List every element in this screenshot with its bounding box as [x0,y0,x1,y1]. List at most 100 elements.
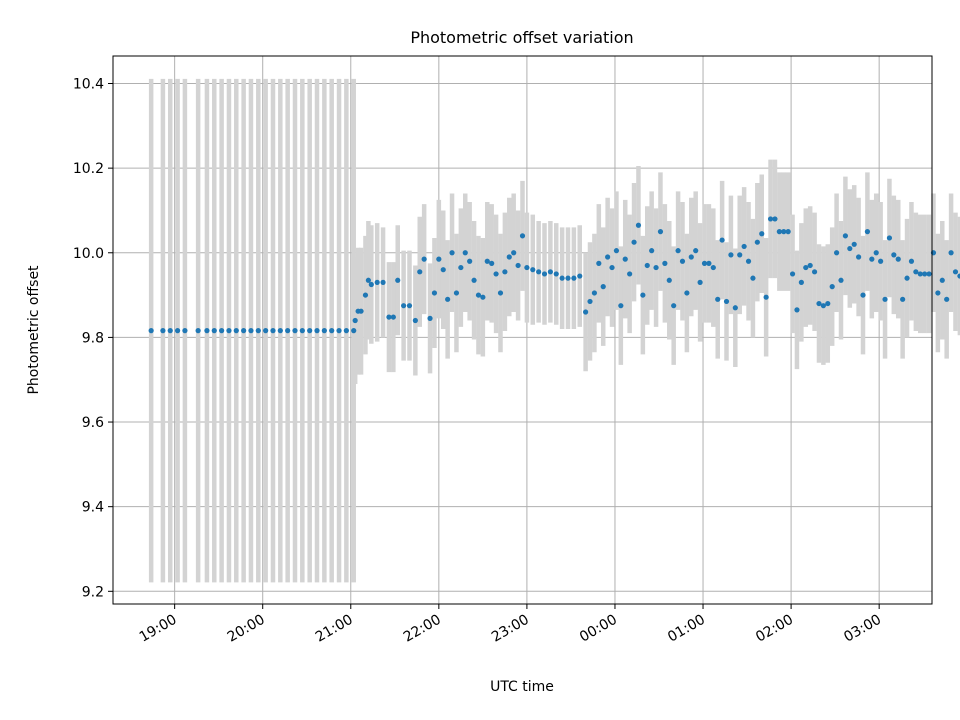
y-tick-label: 10.0 [73,246,104,262]
y-tick-label: 10.4 [73,77,104,93]
data-point [571,275,577,281]
data-point [640,292,646,298]
data-point [684,290,690,296]
data-point [285,328,291,334]
data-point [904,275,910,281]
data-point [952,269,959,275]
data-point [688,254,694,260]
data-point [204,328,210,334]
data-point [436,256,442,262]
data-point [878,258,884,264]
data-point [675,248,681,254]
data-point [343,328,349,334]
data-point [475,292,482,298]
data-point [427,315,433,321]
data-point [412,317,418,324]
data-point [627,271,633,277]
data-point [935,290,941,296]
data-point [833,250,840,256]
data-point [649,248,655,254]
data-point [807,262,813,269]
data-point [453,290,460,296]
data-point [480,294,486,300]
data-point [565,275,571,281]
data-point [715,296,721,302]
data-point [489,260,495,266]
data-point [803,264,809,271]
data-point [820,303,826,309]
data-point [524,264,530,271]
chart-title: Photometric offset variation [410,28,633,47]
data-point [767,216,774,222]
data-point [484,258,490,264]
data-point [917,271,923,277]
data-point [706,260,712,266]
data-point [842,233,849,239]
data-point [609,264,615,271]
data-point [732,305,738,311]
data-point [591,290,598,296]
data-point [728,252,734,258]
data-point [596,260,602,266]
data-point [860,292,866,298]
data-point [763,294,769,300]
data-point [270,328,276,334]
data-point [644,262,650,269]
data-point [390,314,396,320]
data-point [471,277,477,283]
y-axis: 9.2 9.4 9.6 9.8 10.0 10.2 10.4 [73,77,113,600]
data-point [922,271,928,277]
data-point [847,245,853,252]
data-point [794,307,800,313]
data-point [657,229,664,235]
data-point [600,284,606,290]
data-point [781,229,787,235]
data-point [160,328,166,334]
data-point [759,231,765,237]
data-point [449,250,455,256]
y-tick-label: 9.2 [82,584,104,600]
data-point [541,271,548,277]
data-point [825,300,831,307]
data-point [635,222,642,228]
data-point [613,248,620,254]
data-point [167,328,173,334]
data-point [467,258,473,264]
data-point [882,296,888,302]
data-point [622,256,628,262]
data-point [352,317,358,324]
data-point [182,328,188,334]
data-point [631,239,637,245]
data-point [362,292,369,298]
data-point [502,269,508,275]
data-point [421,256,427,262]
data-point [358,308,364,314]
data-point [605,254,611,260]
data-point [417,269,423,275]
data-point [401,303,407,309]
data-point [148,328,154,334]
data-point [386,314,392,320]
data-point [211,328,217,334]
data-point [701,260,708,266]
data-point [493,271,499,277]
data-point [406,303,413,309]
data-point [559,275,565,281]
data-point [380,279,386,285]
y-tick-label: 10.2 [73,161,104,177]
data-point [511,250,517,256]
data-point [458,264,464,271]
data-point [851,241,857,247]
y-tick-label: 9.6 [82,415,104,431]
data-point [314,328,320,334]
data-point [226,328,232,334]
data-point [292,328,298,334]
data-point [553,271,559,277]
data-point [737,252,743,258]
data-point [277,328,283,334]
data-point [329,328,335,334]
data-point [299,328,305,334]
data-point [336,328,342,334]
data-point [908,258,915,264]
data-point [462,250,468,256]
